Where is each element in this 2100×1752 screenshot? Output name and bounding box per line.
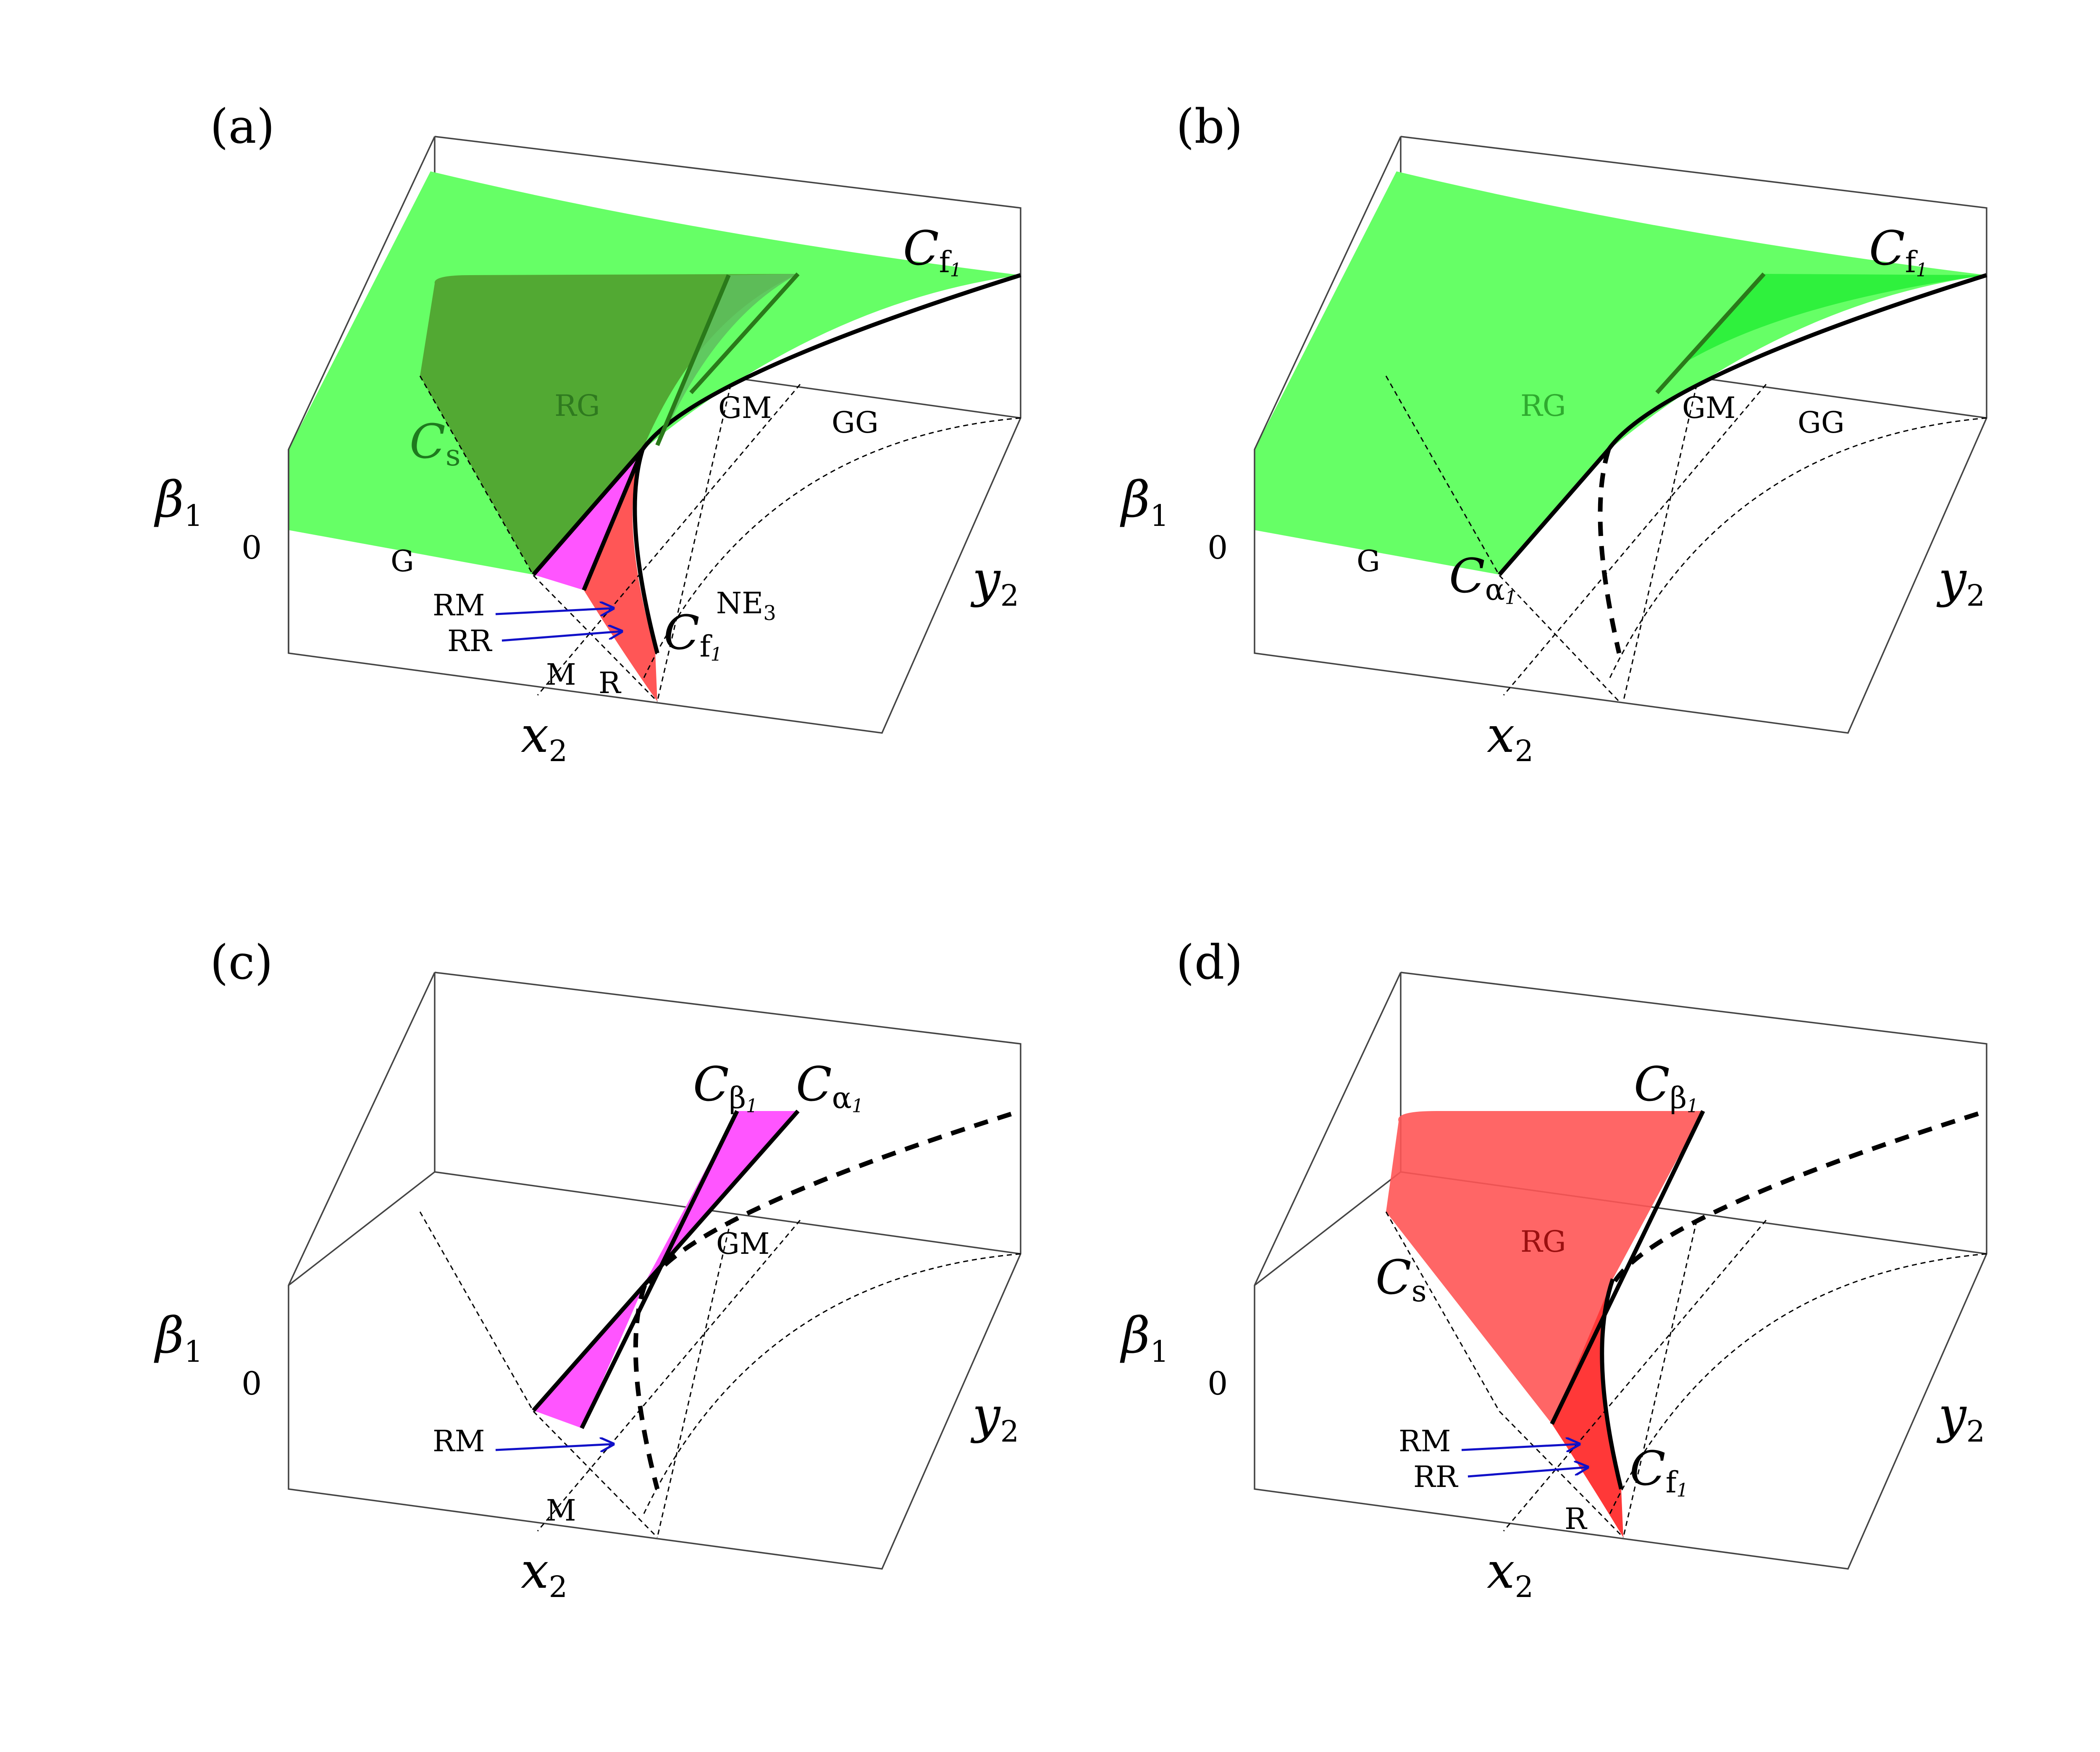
curve-label-cf1-bottom: Cf1 <box>664 606 722 665</box>
axis-label-z: β1 <box>154 1306 203 1369</box>
panel-c: (c) β1 0 x2 y2 GM M RM Cβ1 Cα1 <box>154 935 1021 1604</box>
region-gm: GM <box>1682 391 1736 425</box>
curve-beta1 <box>1550 1110 1705 1425</box>
curve-label-cf1: Cf1 <box>1630 1442 1688 1501</box>
region-rg: RG <box>1520 389 1566 423</box>
region-gm: GM <box>718 391 772 425</box>
curve-label-calpha1: Cα1 <box>1449 549 1517 609</box>
arrow-rm <box>1461 1444 1579 1450</box>
tick-zero: 0 <box>242 529 262 566</box>
region-m: M <box>546 1493 576 1528</box>
curve-fold-lower <box>633 449 659 654</box>
tick-zero: 0 <box>1208 529 1228 566</box>
axis-label-y: y2 <box>1936 1386 1985 1449</box>
panel-label-d: (d) <box>1176 935 1243 990</box>
label-rm: RM <box>433 1424 485 1458</box>
curve-label-cbeta1: Cβ1 <box>693 1057 758 1117</box>
axis-label-z: β1 <box>154 470 203 533</box>
curve-fold-upper-hidden <box>1613 1108 1987 1283</box>
dark-green-region <box>420 274 798 575</box>
region-m: M <box>546 657 576 692</box>
box-front-edges <box>1254 972 1987 1570</box>
arrow-rr <box>1467 1467 1588 1478</box>
curve-fold-upper <box>532 273 1021 576</box>
dashed-projections <box>1385 376 1987 702</box>
tick-zero: 0 <box>1208 1365 1228 1402</box>
arrow-rm <box>495 1444 613 1450</box>
curve-label-calpha1: Cα1 <box>796 1057 864 1117</box>
region-ne: NE3 <box>716 586 776 625</box>
region-rg: RG <box>554 389 600 423</box>
panel-b: (b) β1 0 x2 y2 RG GM GG G Cf1 Cα1 <box>1120 100 1987 768</box>
axis-label-z: β1 <box>1120 470 1169 533</box>
curve-label-cbeta1: Cβ1 <box>1634 1057 1698 1117</box>
axis-label-y: y2 <box>970 1386 1019 1449</box>
region-gm: GM <box>716 1227 770 1261</box>
red-r-region <box>1552 1279 1623 1537</box>
curve-alpha <box>582 449 645 591</box>
region-r: R <box>1564 1502 1588 1536</box>
panel-label-a: (a) <box>210 100 275 154</box>
label-rm: RM <box>433 588 485 623</box>
axis-label-x: x2 <box>521 1542 567 1604</box>
region-gg: GG <box>1798 405 1845 440</box>
curve-fold-lower-hidden <box>633 1284 660 1490</box>
region-g: G <box>1357 544 1380 578</box>
panel-label-b: (b) <box>1176 100 1243 154</box>
curve-fold-upper-hidden <box>647 1108 1021 1284</box>
region-g: G <box>391 544 414 578</box>
label-rr: RR <box>447 624 493 658</box>
red-rg-surface <box>1386 1111 1703 1424</box>
curve-label-cf1-top: Cf1 <box>903 221 962 281</box>
arrow-rm <box>495 608 613 614</box>
curve-fold-hidden <box>1598 449 1622 654</box>
dashed-projections <box>1385 1211 1987 1538</box>
label-rr: RR <box>1413 1460 1459 1494</box>
axis-label-x: x2 <box>521 706 567 768</box>
curve-fold <box>1498 273 1987 576</box>
curve-beta1 <box>580 1110 739 1429</box>
green-surface <box>1255 171 1987 575</box>
axis-label-x: x2 <box>1487 1542 1533 1604</box>
curve-label-cf1: Cf1 <box>1869 221 1928 281</box>
axis-label-y: y2 <box>1936 550 1985 613</box>
dashed-projections <box>419 1211 1021 1538</box>
arrow-rr <box>501 631 622 642</box>
box-front-edges <box>288 972 1021 1570</box>
box-back-edges <box>288 972 1021 1286</box>
magenta-bowtie <box>533 1111 798 1428</box>
curve-label-cs: Cs <box>1376 1250 1427 1308</box>
dashed-projections <box>419 376 1021 702</box>
region-rg: RG <box>1520 1224 1566 1259</box>
label-rm: RM <box>1399 1424 1451 1458</box>
bright-green-region <box>1680 274 1987 365</box>
panel-d: (d) β1 0 x2 y2 RG R RM RR Cβ1 Cs Cf1 <box>1120 935 1987 1604</box>
curve-label-cs: Cs <box>410 415 461 473</box>
tick-zero: 0 <box>242 1365 262 1402</box>
panel-label-c: (c) <box>210 935 273 990</box>
mid-green-region <box>659 274 798 445</box>
region-gg: GG <box>832 405 879 440</box>
panel-a: (a) β1 0 x2 y2 RG GM GG G M <box>154 100 1021 768</box>
box-front-edges <box>1254 136 1987 734</box>
magenta-region <box>533 449 643 590</box>
curve-green-edges <box>655 272 800 446</box>
axis-label-z: β1 <box>1120 1306 1169 1369</box>
axis-label-x: x2 <box>1487 706 1533 768</box>
curve-fold-lower <box>1600 1278 1623 1490</box>
region-r: R <box>598 666 622 700</box>
red-region <box>584 449 657 701</box>
axis-label-y: y2 <box>970 550 1019 613</box>
curve-green-edge <box>1655 272 1766 394</box>
